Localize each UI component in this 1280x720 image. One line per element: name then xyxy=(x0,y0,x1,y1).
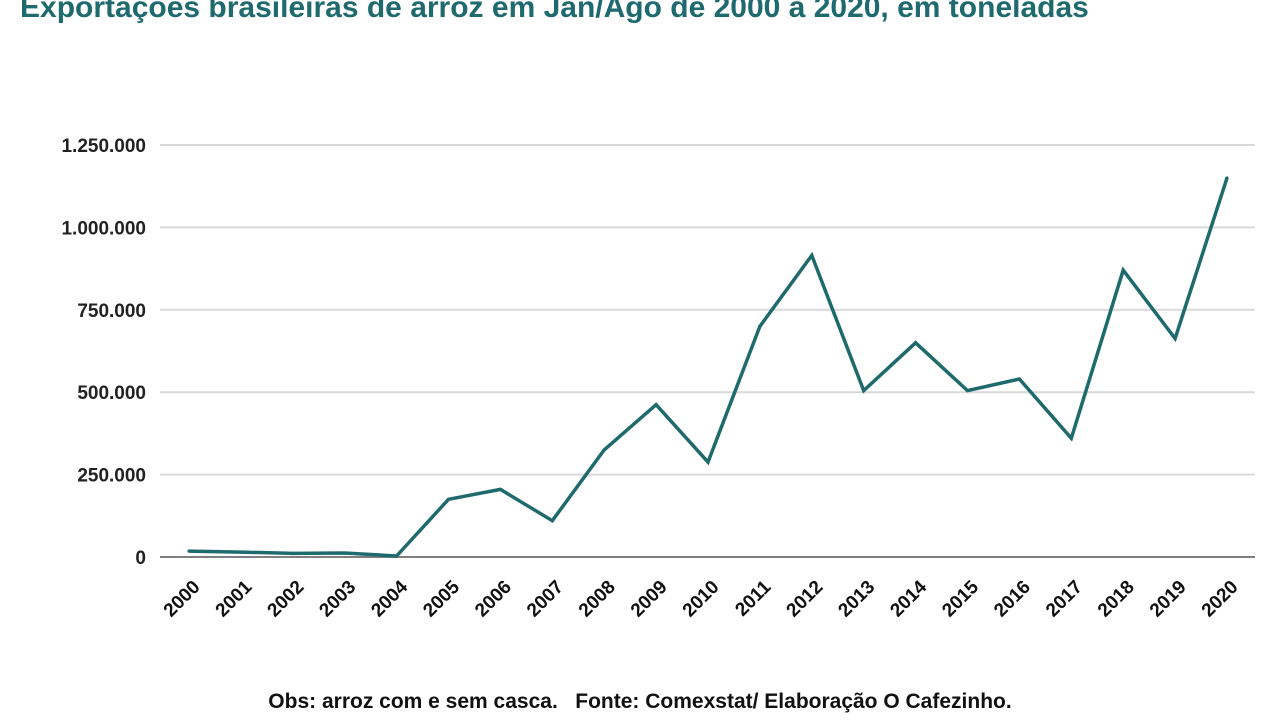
x-tick-label: 2013 xyxy=(834,577,879,622)
x-tick-label: 2016 xyxy=(990,577,1035,622)
x-tick-label: 2002 xyxy=(264,577,309,622)
x-tick-label: 2019 xyxy=(1146,577,1191,622)
y-axis-ticks: 0 250.000 500.000 750.000 1.000.000 1.250.000 xyxy=(61,136,146,569)
data-point xyxy=(1173,336,1177,341)
y-tick-label: 0 xyxy=(135,548,146,569)
x-tick-label: 2010 xyxy=(679,577,724,622)
data-point xyxy=(1017,377,1022,381)
x-tick-label: 2009 xyxy=(627,577,672,622)
data-point xyxy=(343,551,347,555)
source-footnote: Obs: arroz com e sem casca. Fonte: Comex… xyxy=(268,690,1012,713)
data-point xyxy=(395,554,399,558)
line-chart: 0 250.000 500.000 750.000 1.000.000 1.250.000… xyxy=(61,136,1255,621)
x-tick-label: 2020 xyxy=(1198,577,1243,622)
x-tick-label: 2014 xyxy=(886,576,931,621)
data-point xyxy=(965,388,970,393)
y-tick-label: 500.000 xyxy=(77,383,146,404)
x-tick-label: 2001 xyxy=(212,576,257,621)
y-tick-label: 1.000.000 xyxy=(61,218,146,239)
data-point xyxy=(706,460,710,464)
data-point xyxy=(914,341,918,345)
series-line xyxy=(188,177,1229,558)
x-tick-label: 2011 xyxy=(731,576,775,620)
data-point xyxy=(1069,436,1073,440)
x-tick-label: 2004 xyxy=(367,576,412,621)
x-tick-label: 2018 xyxy=(1094,577,1139,622)
x-tick-label: 2008 xyxy=(575,577,620,622)
y-tick-label: 1.250.000 xyxy=(61,136,146,157)
data-point xyxy=(1225,176,1229,180)
data-point xyxy=(810,253,814,258)
x-tick-label: 2000 xyxy=(160,577,205,622)
data-point xyxy=(498,487,502,492)
data-point xyxy=(654,403,658,407)
x-tick-label: 2003 xyxy=(315,577,360,622)
x-tick-label: 2012 xyxy=(783,577,828,622)
x-axis-ticks: 2000 2001 2002 2003 2004 2005 2006 2007 2008 2009… xyxy=(160,576,1243,621)
data-point xyxy=(550,519,554,523)
chart-title: Exportações brasileiras de arroz em Jan/… xyxy=(20,0,1089,24)
x-tick-label: 2017 xyxy=(1042,577,1087,622)
x-tick-label: 2007 xyxy=(523,577,568,622)
data-point xyxy=(758,324,762,328)
y-tick-label: 750.000 xyxy=(77,301,146,322)
x-tick-label: 2015 xyxy=(938,576,983,621)
data-point xyxy=(862,388,866,393)
data-point xyxy=(239,550,243,554)
y-tick-label: 250.000 xyxy=(77,466,146,487)
data-point xyxy=(446,497,451,501)
data-point xyxy=(602,448,606,452)
x-tick-label: 2006 xyxy=(471,577,516,622)
gridlines xyxy=(160,144,1255,476)
x-tick-label: 2005 xyxy=(419,576,464,621)
data-point xyxy=(291,551,295,555)
series-layer xyxy=(187,176,1229,558)
data-point xyxy=(187,549,191,553)
data-point xyxy=(1121,268,1125,272)
